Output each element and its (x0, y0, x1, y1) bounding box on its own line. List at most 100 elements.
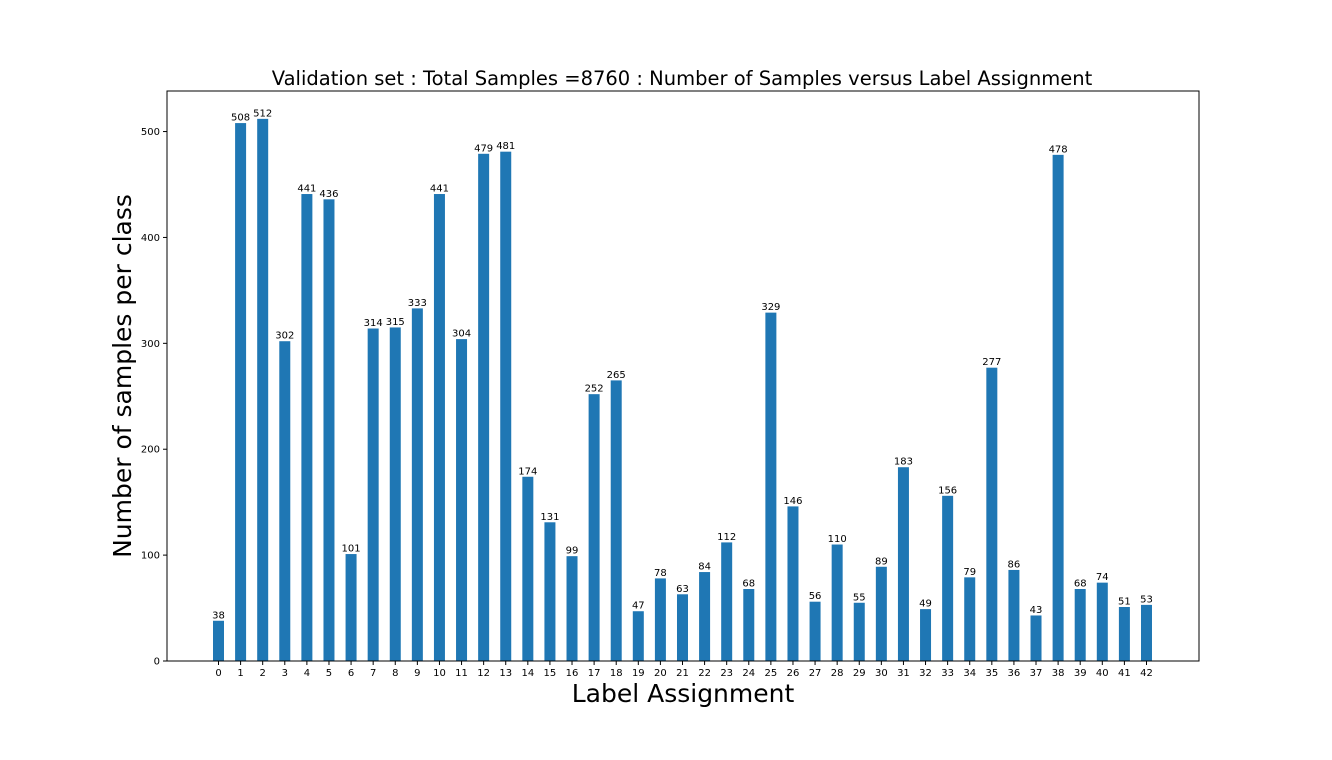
bar (654, 578, 666, 661)
bar (411, 308, 423, 661)
bar (676, 594, 688, 661)
bar (920, 609, 932, 661)
x-tick-label: 5 (326, 668, 332, 679)
bar-value-label: 314 (364, 318, 383, 329)
y-tick-label: 500 (141, 127, 160, 138)
bar-value-label: 183 (894, 457, 913, 468)
x-tick-label: 9 (414, 668, 420, 679)
x-tick-label: 10 (433, 668, 446, 679)
x-tick-label: 28 (831, 668, 844, 679)
bar-value-label: 304 (452, 329, 471, 340)
x-tick-label: 16 (566, 668, 579, 679)
x-tick-label: 11 (455, 668, 468, 679)
bar (478, 153, 490, 662)
bar-value-label: 479 (474, 143, 493, 154)
x-tick-label: 12 (477, 668, 490, 679)
bar-value-label: 86 (1008, 559, 1021, 570)
bar-value-label: 43 (1030, 605, 1043, 616)
x-tick-label: 23 (720, 668, 733, 679)
bar (743, 588, 755, 661)
bar-value-label: 333 (408, 298, 427, 309)
bar-value-label: 55 (853, 592, 866, 603)
bar-value-label: 63 (676, 584, 689, 595)
bar-value-label: 156 (938, 485, 957, 496)
bar-value-label: 68 (742, 578, 755, 589)
bar (853, 602, 865, 661)
bar (433, 194, 445, 661)
bar (1118, 606, 1130, 661)
y-tick-label: 0 (154, 657, 160, 668)
plot-frame (166, 90, 1200, 662)
x-tick-label: 4 (304, 668, 310, 679)
bar (279, 341, 291, 661)
bar-value-label: 47 (632, 601, 645, 612)
plot-area: 0100200300400500380508151223023441443651… (141, 108, 1153, 679)
x-tick-label: 39 (1074, 668, 1087, 679)
bar-value-label: 49 (919, 599, 932, 610)
x-tick-label: 19 (632, 668, 645, 679)
bar-value-label: 436 (319, 189, 338, 200)
bar-value-label: 110 (828, 534, 847, 545)
chart-title: Validation set : Total Samples =8760 : N… (272, 67, 1093, 90)
x-tick-label: 36 (1008, 668, 1021, 679)
x-tick-label: 35 (985, 668, 998, 679)
bar (1074, 588, 1086, 661)
bar (1140, 604, 1152, 661)
bar (1096, 582, 1108, 661)
bar-value-label: 131 (540, 512, 559, 523)
x-tick-label: 38 (1052, 668, 1065, 679)
bar-value-label: 174 (518, 466, 537, 477)
bar-value-label: 78 (654, 568, 667, 579)
bar (323, 199, 335, 662)
bar (456, 339, 468, 661)
bar-value-label: 478 (1049, 144, 1068, 155)
x-tick-label: 24 (742, 668, 755, 679)
bar (632, 611, 644, 661)
x-tick-label: 15 (544, 668, 557, 679)
bar-value-label: 512 (253, 108, 272, 119)
bar (1052, 154, 1064, 661)
bar (389, 327, 401, 661)
bar (500, 151, 512, 661)
bar-value-label: 89 (875, 556, 888, 567)
bar (942, 495, 954, 661)
y-axis-label: Number of samples per class (108, 194, 137, 558)
bar-value-label: 51 (1118, 596, 1131, 607)
bar (964, 577, 976, 661)
bar (831, 544, 843, 661)
bar-value-label: 79 (963, 567, 976, 578)
bar (809, 601, 821, 661)
bar-value-label: 112 (717, 532, 736, 543)
x-tick-label: 20 (654, 668, 667, 679)
x-tick-label: 6 (348, 668, 354, 679)
bar (544, 522, 556, 661)
bar (610, 380, 622, 661)
bar (522, 476, 534, 661)
bar (213, 620, 224, 661)
bar-value-label: 74 (1096, 572, 1109, 583)
x-tick-label: 1 (237, 668, 243, 679)
bar (235, 123, 247, 661)
bar-value-label: 508 (231, 113, 250, 124)
bar-value-label: 68 (1074, 578, 1087, 589)
bar (566, 556, 578, 661)
bar (986, 367, 998, 661)
x-tick-label: 41 (1118, 668, 1131, 679)
bar (345, 554, 357, 661)
x-tick-label: 31 (897, 668, 910, 679)
bar (699, 572, 711, 661)
bar-value-label: 329 (761, 302, 780, 313)
bar-value-label: 146 (783, 496, 802, 507)
bar-value-label: 101 (342, 544, 361, 555)
y-tick-label: 300 (141, 339, 160, 350)
bar-value-label: 84 (698, 562, 711, 573)
x-tick-label: 27 (809, 668, 822, 679)
bar-value-label: 56 (809, 591, 822, 602)
x-tick-label: 34 (963, 668, 976, 679)
x-tick-label: 33 (941, 668, 954, 679)
bar (875, 566, 887, 661)
bar-value-label: 441 (430, 184, 449, 195)
x-tick-label: 37 (1030, 668, 1043, 679)
